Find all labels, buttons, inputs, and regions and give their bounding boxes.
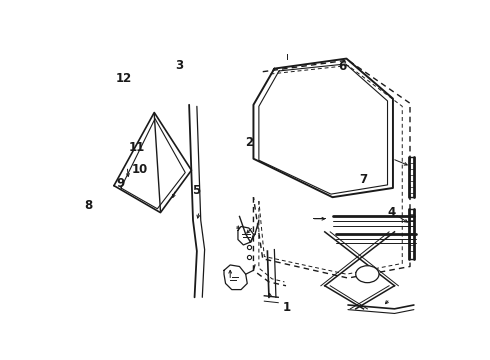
- Ellipse shape: [356, 266, 379, 283]
- Text: 7: 7: [359, 172, 367, 185]
- Text: 2: 2: [245, 136, 253, 149]
- Text: 8: 8: [84, 199, 93, 212]
- Text: 5: 5: [192, 184, 200, 197]
- Text: 9: 9: [116, 177, 124, 190]
- Text: 12: 12: [116, 72, 132, 85]
- Text: 1: 1: [283, 301, 291, 314]
- Text: 3: 3: [175, 59, 183, 72]
- Text: 11: 11: [128, 141, 145, 154]
- Text: 10: 10: [132, 163, 148, 176]
- Text: 6: 6: [338, 60, 346, 73]
- Text: 4: 4: [388, 206, 396, 219]
